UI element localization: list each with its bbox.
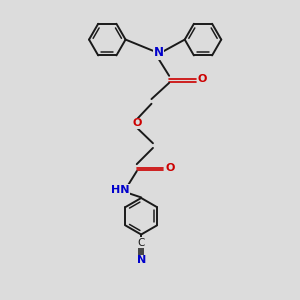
Text: C: C: [137, 238, 145, 248]
Text: O: O: [132, 118, 141, 128]
Text: O: O: [197, 74, 207, 84]
Text: O: O: [165, 163, 174, 173]
Text: N: N: [154, 46, 164, 59]
Text: N: N: [136, 255, 146, 266]
Text: HN: HN: [111, 185, 130, 195]
